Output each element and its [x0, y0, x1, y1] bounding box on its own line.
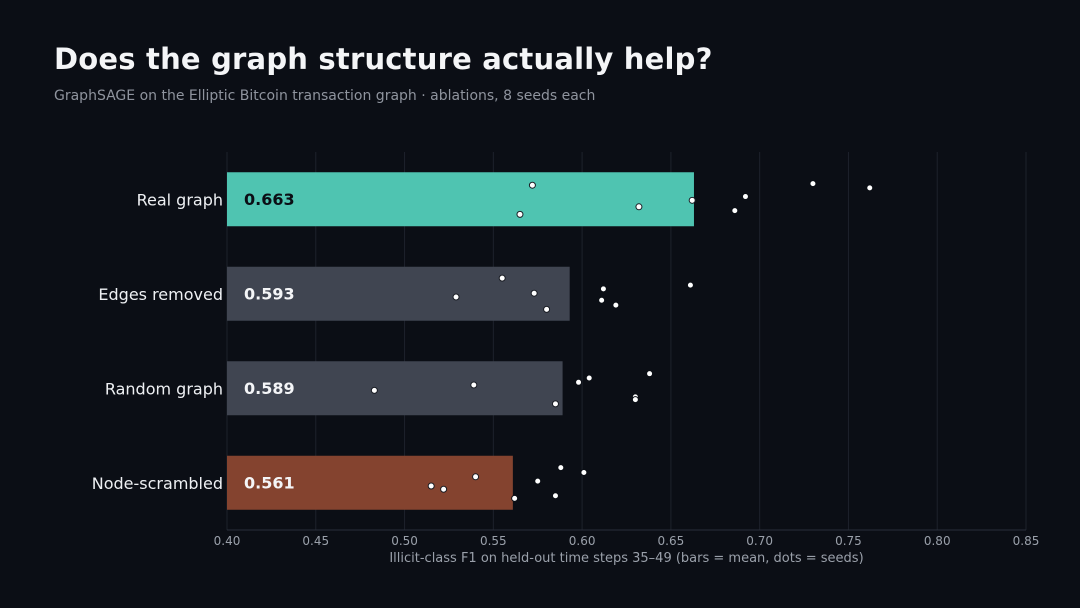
chart-subtitle: GraphSAGE on the Elliptic Bitcoin transa…	[54, 88, 596, 104]
category-label: Random graph	[105, 379, 223, 398]
x-tick-label: 0.40	[214, 534, 241, 548]
seed-dot	[534, 477, 542, 485]
x-tick-label: 0.80	[924, 534, 951, 548]
seed-dot	[741, 193, 749, 201]
seed-dot	[612, 301, 620, 309]
seed-dot	[809, 180, 817, 188]
x-tick-label: 0.85	[1013, 534, 1040, 548]
seed-dot	[511, 494, 519, 502]
value-label: 0.589	[244, 379, 295, 398]
seed-dot	[528, 181, 536, 189]
seed-dot	[688, 196, 696, 204]
seed-dot	[551, 492, 559, 500]
seed-dot	[575, 378, 583, 386]
bar-real-graph	[227, 172, 694, 227]
seed-dot	[472, 473, 480, 481]
seed-dot	[731, 207, 739, 215]
seed-dot	[440, 485, 448, 493]
x-tick-label: 0.45	[302, 534, 329, 548]
seed-dot	[646, 370, 654, 378]
category-label: Edges removed	[98, 285, 223, 304]
seed-dot	[543, 305, 551, 313]
seed-dot	[498, 274, 506, 282]
seed-dot	[635, 203, 643, 211]
seed-dot	[866, 184, 874, 192]
bar-random-graph	[227, 361, 563, 416]
seed-dot	[686, 281, 694, 289]
seed-dot	[580, 468, 588, 476]
seed-dot	[427, 482, 435, 490]
category-label: Node-scrambled	[92, 474, 223, 493]
value-label: 0.663	[244, 190, 295, 209]
x-tick-label: 0.70	[746, 534, 773, 548]
bar-node-scrambled	[227, 455, 513, 510]
seed-dot	[631, 396, 639, 404]
seed-dot	[452, 293, 460, 301]
chart-title: Does the graph structure actually help?	[54, 42, 713, 76]
x-tick-label: 0.60	[569, 534, 596, 548]
seed-dot	[599, 285, 607, 293]
category-label: Real graph	[137, 190, 223, 209]
value-label: 0.593	[244, 284, 295, 303]
bar-edges-removed	[227, 266, 570, 321]
seed-dot	[516, 210, 524, 218]
seed-dot	[585, 374, 593, 382]
seed-dot	[370, 386, 378, 394]
seed-dot	[551, 400, 559, 408]
seed-dot	[598, 296, 606, 304]
seed-dot	[530, 289, 538, 297]
x-tick-label: 0.55	[480, 534, 507, 548]
x-tick-label: 0.50	[391, 534, 418, 548]
seed-dot	[557, 464, 565, 472]
x-tick-label: 0.75	[835, 534, 862, 548]
x-tick-label: 0.65	[658, 534, 685, 548]
value-label: 0.561	[244, 473, 295, 492]
x-axis-label: Illicit-class F1 on held-out time steps …	[389, 551, 863, 566]
seed-dot	[470, 381, 478, 389]
